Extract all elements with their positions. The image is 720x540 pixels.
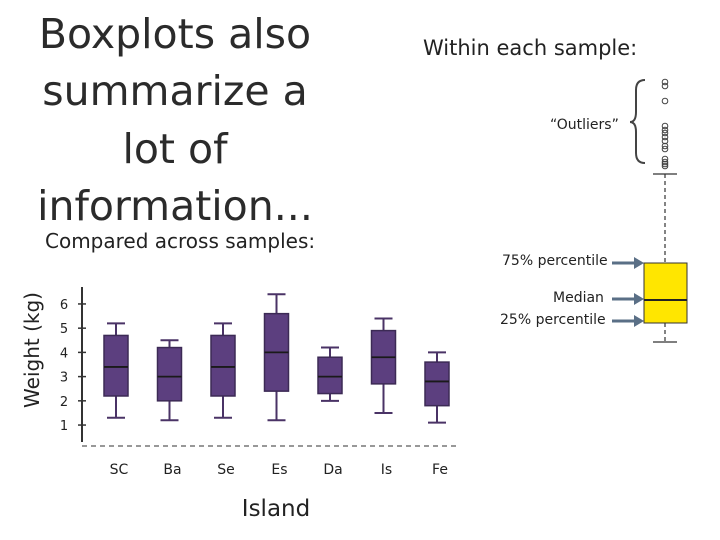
y-tick-label: 6 bbox=[60, 298, 68, 313]
box-se bbox=[210, 322, 236, 419]
outlier-dot bbox=[661, 155, 669, 163]
outlier-dot bbox=[661, 162, 669, 170]
p25-arrow bbox=[612, 315, 644, 327]
outliers-brace bbox=[629, 79, 646, 164]
box-da bbox=[317, 346, 343, 402]
outlier-dot bbox=[661, 129, 669, 137]
y-tick-label: 5 bbox=[60, 322, 68, 337]
box-is bbox=[370, 317, 397, 414]
within-sample-label: Within each sample: bbox=[423, 36, 638, 60]
p25-label: 25% percentile bbox=[500, 312, 606, 328]
box-sc bbox=[103, 322, 129, 419]
y-tick-label: 4 bbox=[60, 346, 68, 361]
outlier-dot bbox=[661, 133, 669, 141]
box-ba bbox=[156, 339, 183, 422]
outlier-dot bbox=[661, 158, 669, 166]
compared-samples-label: Compared across samples: bbox=[45, 229, 316, 253]
x-tick-label: SC bbox=[110, 462, 129, 478]
x-tick-label: Ba bbox=[163, 462, 181, 478]
iqr-box bbox=[156, 346, 183, 402]
p75-arrow bbox=[612, 257, 644, 269]
p75-label: 75% percentile bbox=[502, 253, 608, 269]
y-tick-label: 2 bbox=[60, 395, 68, 410]
iqr-box bbox=[317, 356, 343, 395]
outlier-points bbox=[661, 78, 669, 170]
median-label: Median bbox=[553, 290, 604, 306]
box-es bbox=[263, 293, 290, 422]
y-tick-label: 1 bbox=[60, 419, 68, 434]
x-tick-label: Se bbox=[217, 462, 235, 478]
outlier-dot bbox=[661, 160, 669, 168]
y-tick-label: 3 bbox=[60, 371, 68, 386]
outlier-dot bbox=[661, 82, 669, 90]
x-tick-label: Fe bbox=[432, 462, 448, 478]
slide-title: Boxplots also summarize a lot of informa… bbox=[37, 10, 313, 231]
outliers-label: “Outliers” bbox=[550, 117, 619, 133]
x-axis-label: Island bbox=[242, 496, 310, 522]
iqr-box bbox=[424, 361, 450, 407]
box-fe bbox=[424, 351, 450, 424]
x-tick-label: Is bbox=[381, 462, 392, 478]
iqr-box bbox=[103, 334, 129, 397]
outlier-dot bbox=[661, 122, 669, 130]
outlier-dot bbox=[661, 97, 669, 105]
outlier-dot bbox=[661, 145, 669, 153]
example-box bbox=[643, 262, 688, 324]
outlier-dot bbox=[661, 142, 669, 150]
x-tick-label: Da bbox=[323, 462, 342, 478]
outlier-dot bbox=[661, 78, 669, 86]
x-tick-label: Es bbox=[271, 462, 287, 478]
median-arrow bbox=[612, 293, 644, 305]
outlier-dot bbox=[661, 137, 669, 145]
outlier-dot bbox=[661, 126, 669, 134]
y-axis-label: Weight (kg) bbox=[20, 292, 44, 408]
iqr-box bbox=[210, 334, 236, 397]
